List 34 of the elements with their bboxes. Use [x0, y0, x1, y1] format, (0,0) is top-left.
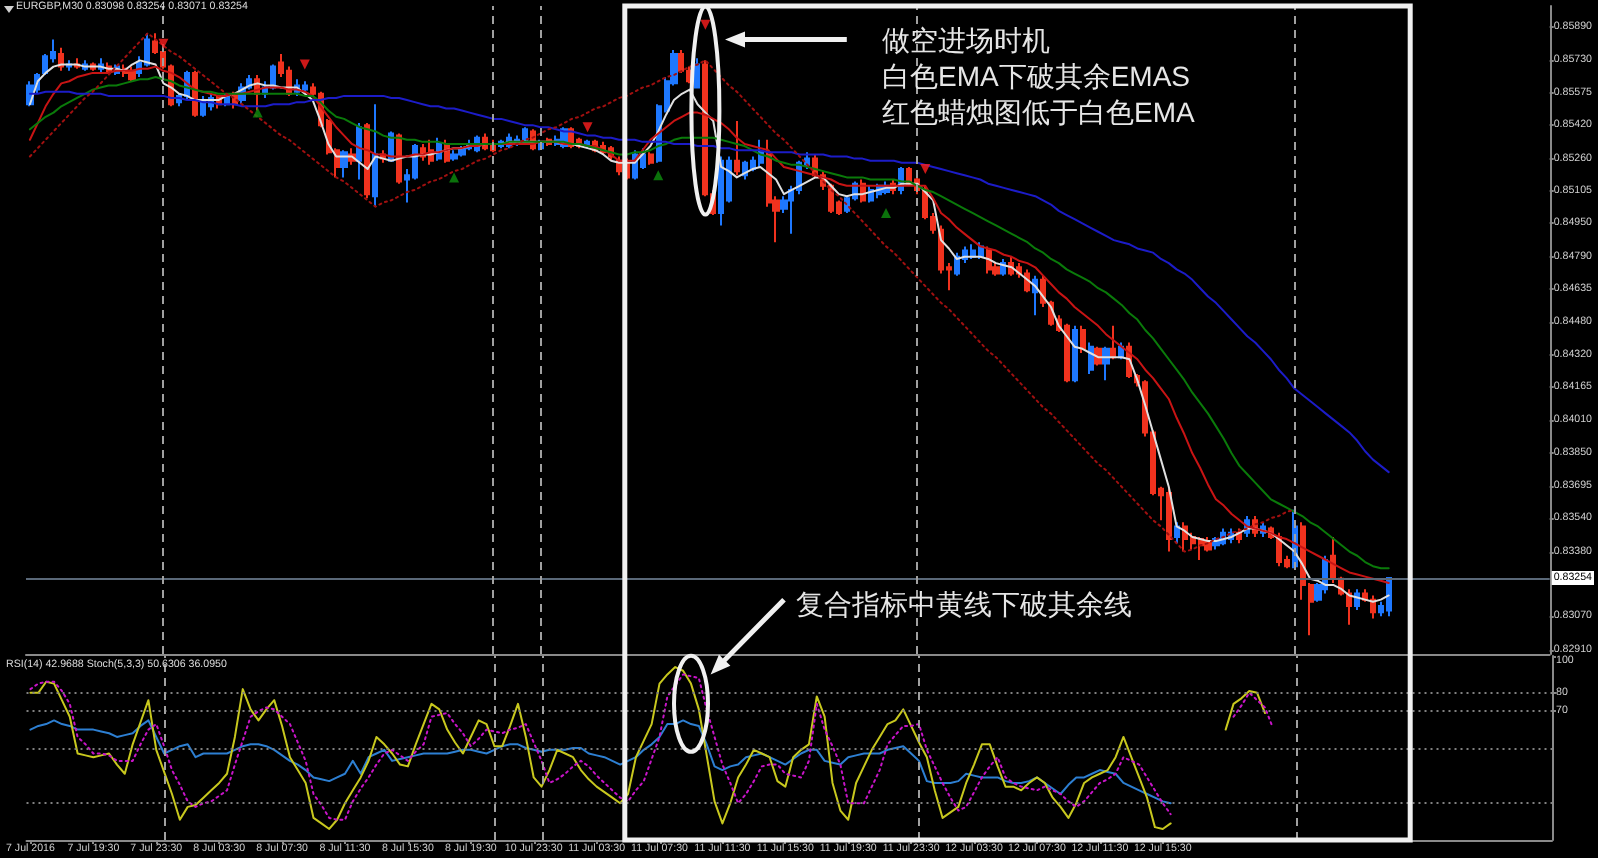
candlestick	[1088, 341, 1094, 375]
candlestick	[1102, 345, 1110, 382]
point	[653, 170, 664, 181]
line-series	[29, 719, 1172, 805]
annotation: 做空进场时机	[882, 24, 1050, 56]
point	[920, 164, 931, 175]
candlestick	[1072, 324, 1078, 384]
point	[299, 59, 310, 70]
candlestick	[694, 57, 700, 89]
point	[881, 207, 892, 218]
candlestick	[372, 103, 378, 208]
annotation: 红色蜡烛图低于白色EMA	[882, 96, 1196, 128]
point	[158, 38, 169, 49]
candlestick	[522, 126, 528, 143]
point	[700, 19, 711, 30]
candlestick	[450, 149, 458, 162]
candlestick	[1064, 322, 1070, 384]
annotation: 白色EMA下破其余EMAS	[882, 60, 1191, 92]
candlestick	[648, 151, 654, 166]
candlestick	[364, 122, 370, 200]
annotation: 复合指标中黄线下破其余线	[796, 588, 1132, 620]
line-series	[28, 90, 1390, 474]
candlestick	[970, 243, 976, 260]
candlestick	[1080, 324, 1086, 354]
candlestick	[1110, 324, 1116, 359]
candlestick	[356, 122, 362, 181]
candlestick	[734, 119, 740, 177]
candlestick	[986, 245, 992, 275]
point	[252, 107, 263, 118]
candlestick	[302, 80, 308, 95]
candlestick	[1166, 487, 1172, 553]
point	[582, 122, 593, 133]
candlestick	[718, 155, 724, 227]
point	[449, 172, 460, 183]
